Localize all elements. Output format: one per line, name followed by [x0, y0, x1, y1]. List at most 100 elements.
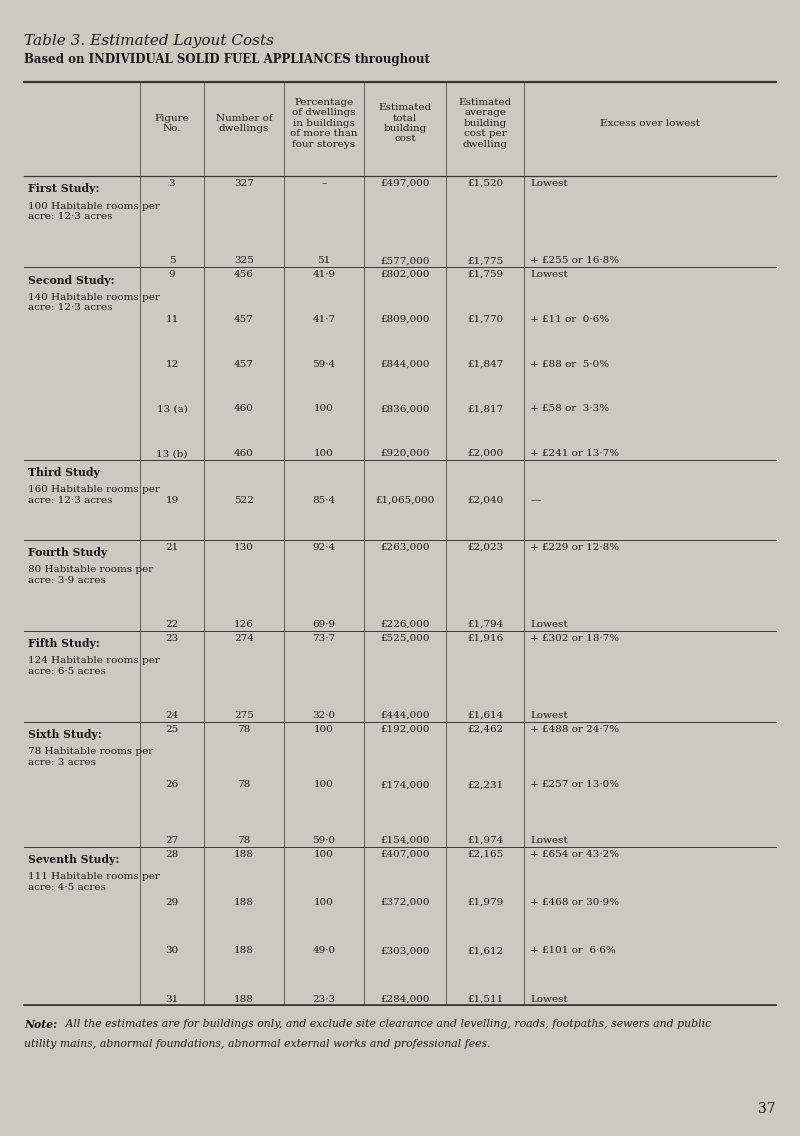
- Text: 3: 3: [169, 179, 175, 187]
- Text: 100: 100: [314, 850, 334, 859]
- Text: £303,000: £303,000: [381, 946, 430, 955]
- Text: £2,165: £2,165: [467, 850, 503, 859]
- Text: Sixth Study:: Sixth Study:: [28, 729, 102, 741]
- Text: 23·3: 23·3: [313, 995, 335, 1004]
- Text: 188: 188: [234, 995, 254, 1004]
- Text: + £58 or  3·3%: + £58 or 3·3%: [530, 404, 610, 414]
- Text: Fourth Study: Fourth Study: [28, 548, 107, 558]
- Text: 80 Habitable rooms per
acre: 3·9 acres: 80 Habitable rooms per acre: 3·9 acres: [28, 566, 154, 585]
- Text: 59·4: 59·4: [313, 359, 335, 368]
- Text: 9: 9: [169, 270, 175, 279]
- Text: £192,000: £192,000: [381, 725, 430, 734]
- Text: + £302 or 18·7%: + £302 or 18·7%: [530, 634, 619, 643]
- Text: 59·0: 59·0: [313, 836, 335, 845]
- Text: Lowest: Lowest: [530, 179, 568, 187]
- Text: £920,000: £920,000: [381, 449, 430, 458]
- Text: £1,979: £1,979: [467, 897, 503, 907]
- Text: + £88 or  5·0%: + £88 or 5·0%: [530, 359, 610, 368]
- Text: 5: 5: [169, 257, 175, 266]
- Text: 460: 460: [234, 449, 254, 458]
- Text: Lowest: Lowest: [530, 995, 568, 1004]
- Text: 41·9: 41·9: [313, 270, 335, 279]
- Text: 100: 100: [314, 449, 334, 458]
- Text: £577,000: £577,000: [381, 257, 430, 266]
- Text: 85·4: 85·4: [313, 495, 335, 504]
- Text: + £488 or 24·7%: + £488 or 24·7%: [530, 725, 619, 734]
- Text: Lowest: Lowest: [530, 620, 568, 629]
- Text: 457: 457: [234, 315, 254, 324]
- Text: £1,974: £1,974: [467, 836, 503, 845]
- Text: 160 Habitable rooms per
acre: 12·3 acres: 160 Habitable rooms per acre: 12·3 acres: [28, 485, 160, 504]
- Text: Excess over lowest: Excess over lowest: [600, 119, 700, 127]
- Text: Fifth Study:: Fifth Study:: [28, 638, 100, 649]
- Text: + £654 or 43·2%: + £654 or 43·2%: [530, 850, 619, 859]
- Text: 460: 460: [234, 404, 254, 414]
- Text: £1,916: £1,916: [467, 634, 503, 643]
- Text: £372,000: £372,000: [381, 897, 430, 907]
- Text: Percentage
of dwellings
in buildings
of more than
four storeys: Percentage of dwellings in buildings of …: [290, 98, 358, 149]
- Text: 37: 37: [758, 1102, 776, 1116]
- Text: 78: 78: [238, 836, 250, 845]
- Text: £2,000: £2,000: [467, 449, 503, 458]
- Text: £525,000: £525,000: [381, 634, 430, 643]
- Text: 25: 25: [166, 725, 178, 734]
- Text: 12: 12: [166, 359, 178, 368]
- Text: £2,231: £2,231: [467, 780, 503, 790]
- Text: Table 3. Estimated Layout Costs: Table 3. Estimated Layout Costs: [24, 34, 274, 48]
- Text: 188: 188: [234, 850, 254, 859]
- Text: 111 Habitable rooms per
acre: 4·5 acres: 111 Habitable rooms per acre: 4·5 acres: [28, 872, 160, 892]
- Text: 13 (a): 13 (a): [157, 404, 187, 414]
- Text: 26: 26: [166, 780, 178, 790]
- Text: 140 Habitable rooms per
acre: 12·3 acres: 140 Habitable rooms per acre: 12·3 acres: [28, 293, 160, 312]
- Text: Second Study:: Second Study:: [28, 275, 114, 285]
- Text: £2,023: £2,023: [467, 543, 503, 552]
- Text: £1,520: £1,520: [467, 179, 503, 187]
- Text: Estimated
total
building
cost: Estimated total building cost: [378, 103, 432, 143]
- Text: £1,817: £1,817: [467, 404, 503, 414]
- Text: £497,000: £497,000: [381, 179, 430, 187]
- Text: 456: 456: [234, 270, 254, 279]
- Text: £802,000: £802,000: [381, 270, 430, 279]
- Text: utility mains, abnormal foundations, abnormal external works and professional fe: utility mains, abnormal foundations, abn…: [24, 1039, 490, 1050]
- Text: + £255 or 16·8%: + £255 or 16·8%: [530, 257, 619, 266]
- Text: 11: 11: [166, 315, 178, 324]
- Text: £844,000: £844,000: [381, 359, 430, 368]
- Text: Lowest: Lowest: [530, 270, 568, 279]
- Text: 22: 22: [166, 620, 178, 629]
- Text: 51: 51: [318, 257, 330, 266]
- Text: 188: 188: [234, 946, 254, 955]
- Text: 23: 23: [166, 634, 178, 643]
- Text: 327: 327: [234, 179, 254, 187]
- Text: £809,000: £809,000: [381, 315, 430, 324]
- Text: £2,462: £2,462: [467, 725, 503, 734]
- Text: £226,000: £226,000: [381, 620, 430, 629]
- Text: Lowest: Lowest: [530, 836, 568, 845]
- Text: 92·4: 92·4: [313, 543, 335, 552]
- Text: + £241 or 13·7%: + £241 or 13·7%: [530, 449, 619, 458]
- Text: 100: 100: [314, 725, 334, 734]
- Text: 100: 100: [314, 897, 334, 907]
- Text: 27: 27: [166, 836, 178, 845]
- Text: £1,759: £1,759: [467, 270, 503, 279]
- Text: £1,612: £1,612: [467, 946, 503, 955]
- Text: 73·7: 73·7: [313, 634, 335, 643]
- Text: £1,065,000: £1,065,000: [375, 495, 435, 504]
- Text: 28: 28: [166, 850, 178, 859]
- Text: + £229 or 12·8%: + £229 or 12·8%: [530, 543, 619, 552]
- Text: –: –: [322, 179, 326, 187]
- Text: 188: 188: [234, 897, 254, 907]
- Text: 275: 275: [234, 711, 254, 720]
- Text: Number of
dwellings: Number of dwellings: [216, 114, 272, 133]
- Text: £1,847: £1,847: [467, 359, 503, 368]
- Text: £1,614: £1,614: [467, 711, 503, 720]
- Text: £2,040: £2,040: [467, 495, 503, 504]
- Text: 32·0: 32·0: [313, 711, 335, 720]
- Text: 19: 19: [166, 495, 178, 504]
- Text: Third Study: Third Study: [28, 467, 100, 478]
- Text: 30: 30: [166, 946, 178, 955]
- Text: + £11 or  0·6%: + £11 or 0·6%: [530, 315, 610, 324]
- Text: First Study:: First Study:: [28, 183, 99, 194]
- Text: £154,000: £154,000: [381, 836, 430, 845]
- Text: £1,775: £1,775: [467, 257, 503, 266]
- Text: + £257 or 13·0%: + £257 or 13·0%: [530, 780, 619, 790]
